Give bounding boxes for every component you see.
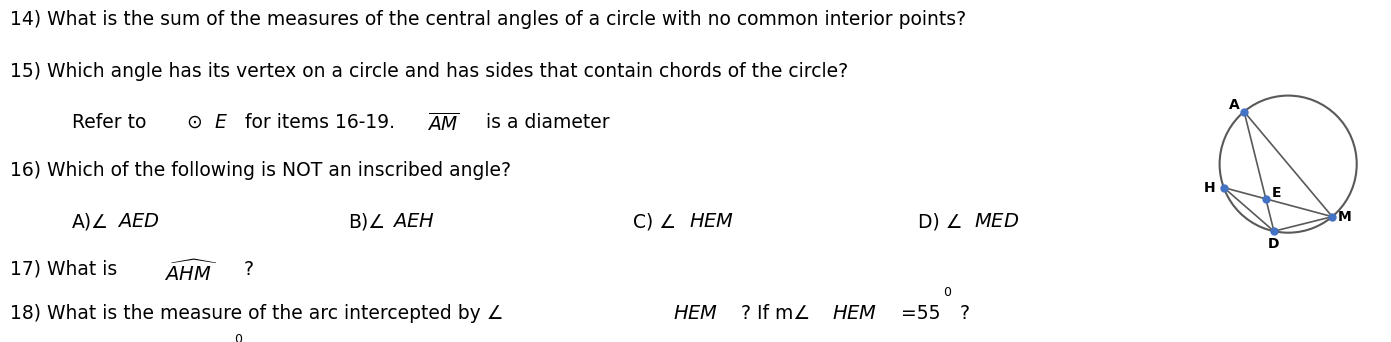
Text: ? If m∠: ? If m∠ [741, 304, 811, 324]
Text: 15) Which angle has its vertex on a circle and has sides that contain chords of : 15) Which angle has its vertex on a circ… [10, 62, 849, 81]
Text: H: H [1205, 181, 1216, 195]
Text: 14) What is the sum of the measures of the central angles of a circle with no co: 14) What is the sum of the measures of t… [10, 10, 965, 29]
Text: 17) What is: 17) What is [10, 260, 122, 279]
Text: A)∠: A)∠ [72, 212, 110, 231]
Text: $\it{HEM}$: $\it{HEM}$ [832, 304, 878, 324]
Text: D) ∠: D) ∠ [918, 212, 963, 231]
Text: $\it{HEM}$: $\it{HEM}$ [673, 304, 719, 324]
Text: D: D [1269, 237, 1280, 251]
Text: $\it{AEH}$: $\it{AEH}$ [392, 212, 435, 231]
Text: M: M [1338, 210, 1352, 224]
Text: for items 16-19.: for items 16-19. [239, 113, 405, 132]
Text: ?: ? [960, 304, 970, 324]
Text: 16) Which of the following is NOT an inscribed angle?: 16) Which of the following is NOT an ins… [10, 161, 510, 180]
Text: E: E [1273, 186, 1281, 200]
Text: $\it{HEM}$: $\it{HEM}$ [689, 212, 734, 231]
Text: 0: 0 [234, 333, 242, 342]
Text: $\it{MED}$: $\it{MED}$ [974, 212, 1020, 231]
Text: $\overline{AM}$: $\overline{AM}$ [427, 113, 459, 134]
Text: $\it{E}$: $\it{E}$ [214, 113, 228, 132]
Text: C) ∠: C) ∠ [633, 212, 676, 231]
Text: $\it{AED}$: $\it{AED}$ [117, 212, 160, 231]
Text: =55: =55 [901, 304, 940, 324]
Text: Refer to: Refer to [72, 113, 153, 132]
Text: is a diameter: is a diameter [480, 113, 609, 132]
Text: B)∠: B)∠ [348, 212, 385, 231]
Text: $\widehat{AHM}$: $\widehat{AHM}$ [164, 260, 218, 285]
Text: 0: 0 [943, 286, 951, 299]
Text: ?: ? [243, 260, 253, 279]
Text: 18) What is the measure of the arc intercepted by ∠: 18) What is the measure of the arc inter… [10, 304, 504, 324]
Text: A: A [1228, 98, 1239, 112]
Text: ⊙: ⊙ [186, 113, 202, 132]
